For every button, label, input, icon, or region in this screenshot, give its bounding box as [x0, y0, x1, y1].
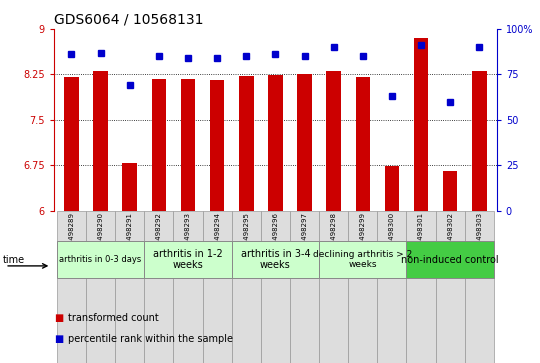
Bar: [144, 211, 173, 363]
Bar: [173, 211, 202, 363]
Text: GDS6064 / 10568131: GDS6064 / 10568131: [54, 12, 204, 26]
Text: ■: ■: [54, 313, 63, 323]
Text: declining arthritis > 2
weeks: declining arthritis > 2 weeks: [313, 250, 413, 269]
Bar: [144, 241, 232, 278]
Bar: [290, 211, 319, 363]
Text: non-induced control: non-induced control: [401, 254, 499, 265]
Bar: [268, 75, 282, 211]
Text: time: time: [3, 255, 25, 265]
Bar: [355, 77, 370, 211]
Bar: [407, 211, 436, 363]
Bar: [152, 79, 166, 211]
Bar: [210, 80, 225, 211]
Bar: [472, 72, 487, 211]
Bar: [326, 72, 341, 211]
Bar: [414, 38, 428, 211]
Bar: [384, 166, 399, 211]
Text: arthritis in 3-4
weeks: arthritis in 3-4 weeks: [241, 249, 310, 270]
Bar: [319, 241, 407, 278]
Bar: [261, 211, 290, 363]
Bar: [319, 211, 348, 363]
Text: transformed count: transformed count: [68, 313, 158, 323]
Text: arthritis in 1-2
weeks: arthritis in 1-2 weeks: [153, 249, 223, 270]
Bar: [181, 79, 195, 211]
Bar: [93, 72, 108, 211]
Bar: [64, 77, 79, 211]
Bar: [377, 211, 407, 363]
Text: ■: ■: [54, 334, 63, 344]
Bar: [86, 211, 115, 363]
Text: percentile rank within the sample: percentile rank within the sample: [68, 334, 233, 344]
Bar: [407, 241, 494, 278]
Bar: [232, 241, 319, 278]
Bar: [465, 211, 494, 363]
Bar: [443, 171, 457, 211]
Bar: [202, 211, 232, 363]
Bar: [348, 211, 377, 363]
Bar: [232, 211, 261, 363]
Bar: [123, 163, 137, 211]
Bar: [115, 211, 144, 363]
Bar: [436, 211, 465, 363]
Bar: [57, 211, 86, 363]
Bar: [239, 76, 254, 211]
Text: arthritis in 0-3 days: arthritis in 0-3 days: [59, 255, 141, 264]
Bar: [297, 74, 312, 211]
Bar: [57, 241, 144, 278]
